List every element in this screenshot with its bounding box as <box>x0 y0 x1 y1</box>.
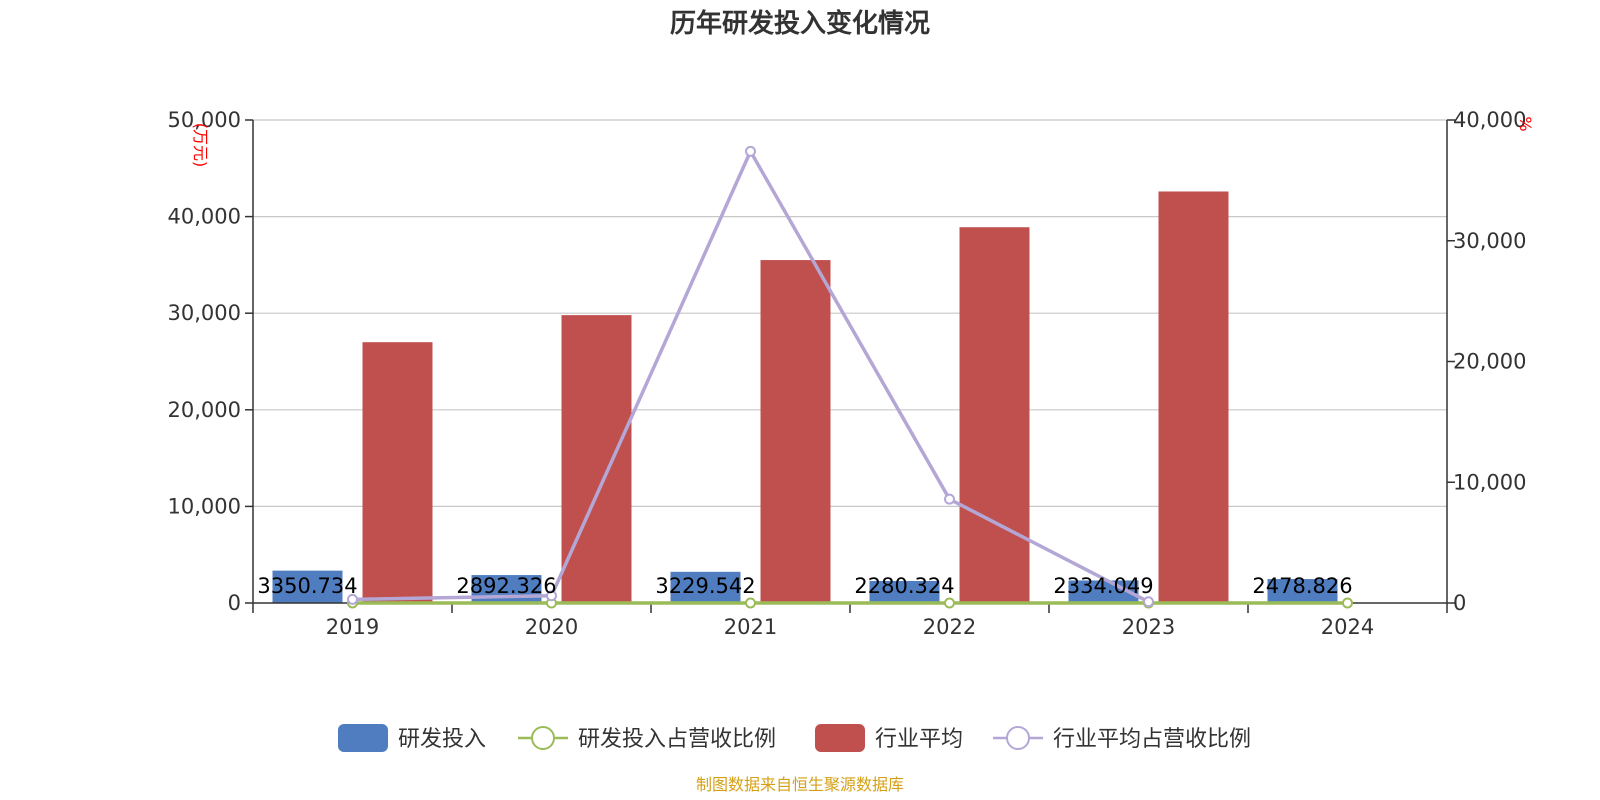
left-axis-tick-label: 30,000 <box>168 301 241 325</box>
left-axis-tick-label: 0 <box>228 591 241 615</box>
point-研发投入占营收比例 <box>944 597 955 609</box>
left-axis-tick-label: 10,000 <box>168 494 241 518</box>
data-label: 2892.326 <box>456 574 556 598</box>
x-axis-tick-label: 2021 <box>724 615 777 639</box>
bar-研发投入 <box>869 580 940 603</box>
left-axis-unit: (万元) <box>191 123 210 168</box>
point-行业平均占营收比例 <box>944 493 955 505</box>
grid <box>253 119 1447 507</box>
legend: 研发投入 研发投入占营收比例 行业平均 行业平均占营收比例 <box>338 724 1251 752</box>
legend-label-行业平均: 行业平均 <box>875 727 963 752</box>
bar-行业平均 <box>760 260 831 603</box>
left-axis-tick-label: 20,000 <box>168 398 241 422</box>
data-label: 2280.324 <box>854 574 954 598</box>
legend-label-研发投入: 研发投入 <box>398 727 486 752</box>
legend-label-行业平均占营收比例: 行业平均占营收比例 <box>1053 727 1251 752</box>
data-label: 2478.826 <box>1252 574 1352 598</box>
point-行业平均占营收比例 <box>745 145 756 157</box>
point-研发投入占营收比例 <box>745 597 756 609</box>
legend-swatch-研发投入 <box>338 724 388 752</box>
right-axis-tick-label: 0 <box>1453 591 1466 615</box>
bar-研发投入 <box>670 571 741 603</box>
x-axis-tick-label: 2020 <box>525 615 578 639</box>
point-行业平均占营收比例 <box>1143 596 1154 608</box>
left-axis-tick-label: 50,000 <box>168 108 241 132</box>
point-研发投入占营收比例 <box>1342 597 1353 609</box>
legend-marker-行业平均占营收比例 <box>1006 726 1030 750</box>
lines <box>347 145 1353 609</box>
x-axis-tick-label: 2024 <box>1321 615 1374 639</box>
x-axis-tick-label: 2022 <box>923 615 976 639</box>
right-axis-unit: % <box>1516 116 1535 131</box>
axes: 0 10,000 20,000 30,000 40,000 50,000 0 10,000 20… <box>168 108 1527 639</box>
right-axis-tick-label: 10,000 <box>1453 470 1526 494</box>
source-note: 制图数据来自恒生聚源数据库 <box>696 775 904 794</box>
bar-行业平均 <box>1158 191 1229 603</box>
legend-marker-研发投入占营收比例 <box>531 726 555 750</box>
bar-研发投入 <box>1267 579 1338 603</box>
data-label: 2334.049 <box>1053 574 1153 598</box>
x-axis-tick-label: 2019 <box>326 615 379 639</box>
data-labels: 3350.734 2892.326 3229.542 2280.324 2334.049… <box>257 574 1352 598</box>
right-axis-tick-label: 40,000 <box>1453 108 1526 132</box>
x-axis-tick-label: 2023 <box>1122 615 1175 639</box>
bar-研发投入 <box>272 570 343 603</box>
bar-行业平均 <box>561 315 632 603</box>
bar-行业平均 <box>959 227 1030 603</box>
left-axis-tick-label: 40,000 <box>168 205 241 229</box>
point-行业平均占营收比例 <box>347 593 358 605</box>
data-label: 3229.542 <box>655 574 755 598</box>
legend-label-研发投入占营收比例: 研发投入占营收比例 <box>578 727 776 752</box>
chart-title: 历年研发投入变化情况 <box>670 8 930 39</box>
data-label: 3350.734 <box>257 574 357 598</box>
point-行业平均占营收比例 <box>546 590 557 602</box>
bar-行业平均 <box>362 342 433 603</box>
bars <box>272 191 1338 603</box>
right-axis-tick-label: 20,000 <box>1453 350 1526 374</box>
legend-swatch-行业平均 <box>815 724 865 752</box>
right-axis-tick-label: 30,000 <box>1453 229 1526 253</box>
